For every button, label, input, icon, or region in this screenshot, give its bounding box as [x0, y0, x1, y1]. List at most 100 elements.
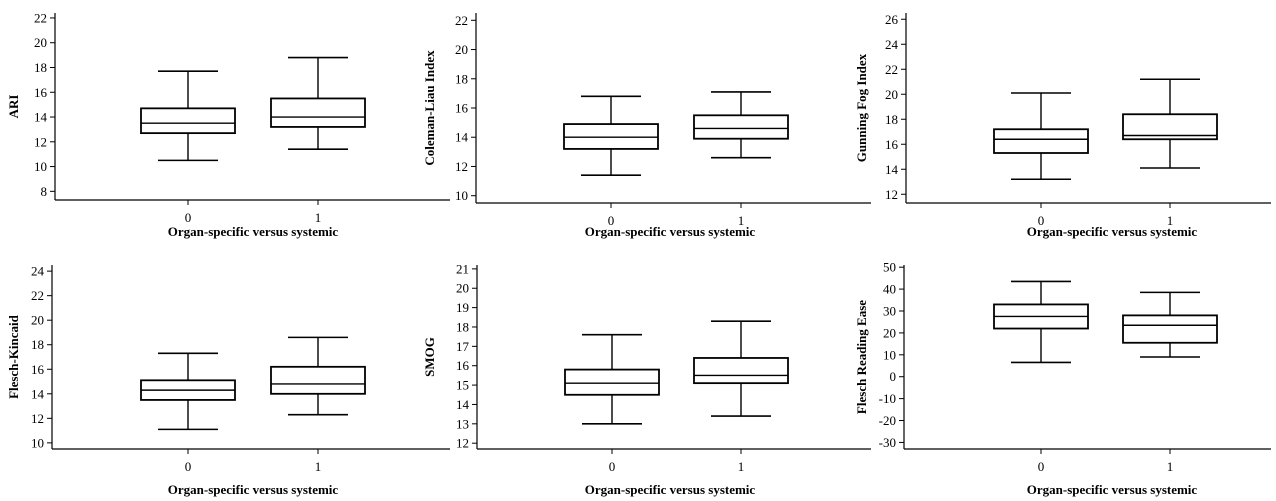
y-tick-label: 20 — [456, 281, 469, 296]
x-tick-label: 0 — [185, 210, 192, 225]
y-tick-label: 20 — [885, 87, 898, 102]
y-tick-label: 18 — [34, 60, 47, 75]
x-axis-label: Organ-specific versus systemic — [1027, 482, 1198, 497]
y-tick-label: 10 — [883, 347, 896, 362]
box-1 — [1122, 78, 1218, 169]
y-tick-label: 18 — [455, 71, 468, 86]
iqr-box — [1122, 113, 1218, 141]
y-tick-label: 12 — [31, 411, 44, 426]
iqr-box — [270, 97, 366, 128]
y-tick-label: -30 — [879, 435, 896, 450]
chart-panel-6: -30 -20 -10 0 10 20 30 40 50 0 1 Organ-specific ver… — [854, 260, 1271, 497]
y-tick-label: 17 — [456, 339, 470, 354]
box-1 — [270, 336, 366, 416]
y-tick-label: 15 — [456, 378, 469, 393]
x-axis-label: Organ-specific versus systemic — [168, 482, 339, 497]
y-tick-label: 22 — [34, 10, 47, 25]
y-tick-label: 22 — [455, 13, 468, 28]
box-0 — [993, 92, 1089, 181]
y-tick-label: 16 — [456, 358, 470, 373]
y-tick-label: 18 — [31, 337, 44, 352]
x-tick-label: 1 — [1167, 459, 1174, 474]
y-tick-label: 16 — [34, 85, 48, 100]
y-tick-label: 12 — [885, 187, 898, 202]
y-tick-label: 21 — [456, 261, 469, 276]
iqr-box — [993, 128, 1089, 154]
iqr-box — [564, 368, 660, 396]
y-tick-label: 14 — [885, 162, 899, 177]
box-0 — [140, 70, 236, 162]
x-tick-label: 0 — [1038, 459, 1045, 474]
x-tick-label: 0 — [609, 459, 616, 474]
y-tick-label: 10 — [31, 435, 44, 450]
x-axis-label: Organ-specific versus systemic — [585, 482, 756, 497]
box-0 — [563, 95, 659, 177]
y-tick-label: 20 — [31, 313, 44, 328]
y-tick-label: 8 — [41, 184, 48, 199]
box-0 — [140, 352, 236, 431]
y-tick-label: 20 — [34, 35, 47, 50]
y-tick-label: 14 — [455, 130, 469, 145]
x-tick-label: 1 — [738, 213, 745, 228]
y-tick-label: 19 — [456, 300, 469, 315]
iqr-box — [693, 357, 789, 385]
y-tick-label: 10 — [455, 188, 468, 203]
x-axis-label: Organ-specific versus systemic — [168, 224, 339, 239]
y-tick-label: 0 — [890, 369, 897, 384]
y-tick-label: 20 — [455, 42, 468, 57]
box-0 — [564, 333, 660, 425]
x-tick-label: 1 — [738, 459, 745, 474]
y-tick-label: -20 — [879, 413, 896, 428]
x-tick-label: 0 — [608, 213, 615, 228]
y-tick-label: 26 — [885, 12, 899, 27]
iqr-box — [693, 114, 789, 140]
y-tick-label: 16 — [31, 362, 45, 377]
y-tick-label: 22 — [31, 288, 44, 303]
box-1 — [270, 56, 366, 151]
x-axis-label: Organ-specific versus systemic — [585, 224, 756, 239]
y-tick-label: 14 — [34, 110, 48, 125]
y-axis-label: ARI — [6, 95, 21, 119]
y-axis-label: Flesch-Kincaid — [6, 314, 21, 399]
y-tick-label: 22 — [885, 62, 898, 77]
y-tick-label: 13 — [456, 416, 469, 431]
box-1 — [1122, 291, 1218, 358]
y-tick-label: -10 — [879, 391, 896, 406]
x-tick-label: 0 — [1038, 213, 1045, 228]
chart-panel-4: 10 12 14 16 18 20 22 24 0 1 Organ-specific versus … — [6, 264, 450, 497]
box-0 — [993, 280, 1089, 364]
y-tick-label: 24 — [885, 37, 899, 52]
y-tick-label: 12 — [456, 436, 469, 451]
y-tick-label: 18 — [456, 319, 469, 334]
iqr-box — [563, 123, 659, 150]
x-tick-label: 0 — [185, 459, 192, 474]
iqr-box — [270, 365, 366, 395]
y-tick-label: 14 — [456, 397, 470, 412]
y-tick-label: 16 — [455, 101, 469, 116]
y-tick-label: 10 — [34, 159, 47, 174]
y-axis-label: SMOG — [422, 337, 437, 377]
x-axis-label: Organ-specific versus systemic — [1027, 224, 1198, 239]
y-axis-label: Gunning Fog Index — [854, 53, 869, 162]
y-axis-label: Flesch Reading Ease — [854, 300, 869, 414]
x-tick-label: 1 — [315, 210, 322, 225]
y-tick-label: 50 — [883, 260, 896, 275]
y-tick-label: 24 — [31, 264, 45, 279]
y-tick-label: 12 — [34, 134, 47, 149]
y-tick-label: 14 — [31, 386, 45, 401]
y-axis-label: Coleman-Liau Index — [422, 50, 437, 166]
iqr-box — [140, 107, 236, 135]
y-tick-label: 40 — [883, 282, 896, 297]
chart-panel-5: 12 13 14 15 16 17 18 19 20 21 0 1 Organ-specific ver… — [422, 261, 871, 497]
y-tick-label: 20 — [883, 325, 896, 340]
box-1 — [693, 320, 789, 417]
box-1 — [693, 91, 789, 159]
y-tick-label: 12 — [455, 159, 468, 174]
x-tick-label: 1 — [1167, 213, 1174, 228]
iqr-box — [1122, 314, 1218, 344]
y-tick-label: 16 — [885, 137, 899, 152]
